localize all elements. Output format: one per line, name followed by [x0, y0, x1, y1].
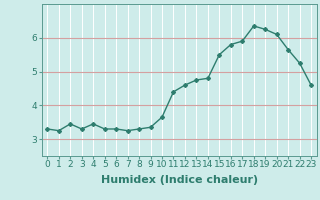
- X-axis label: Humidex (Indice chaleur): Humidex (Indice chaleur): [100, 175, 258, 185]
